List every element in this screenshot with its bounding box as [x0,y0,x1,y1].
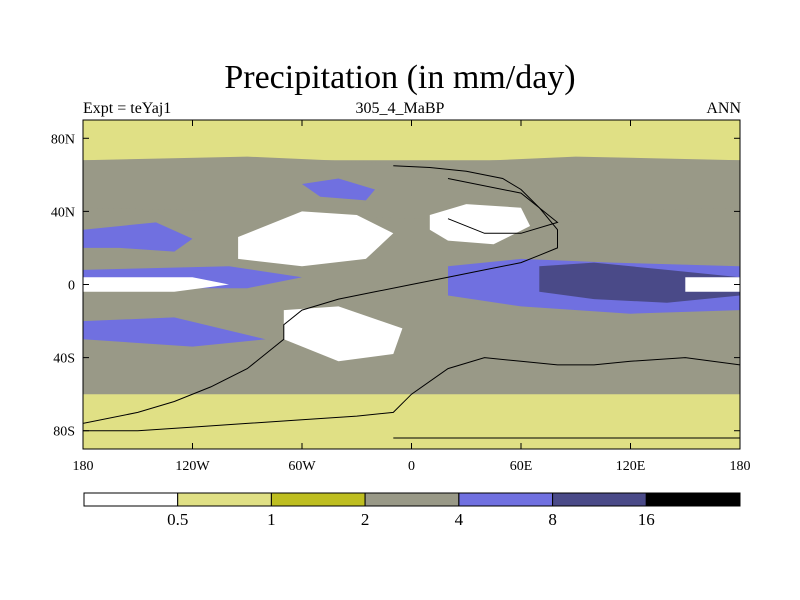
colorbar-swatch [552,492,647,507]
y-tick-label: 0 [68,279,75,294]
center-string: 305_4_MaBP [355,100,445,117]
left-string: Expt = teYaj1 [83,100,172,117]
field-warm-pool [539,262,740,303]
colorbar-swatch [458,492,554,507]
colorbar-label: 4 [455,510,464,529]
colorbar-swatch [270,492,366,507]
y-tick-label: 40S [53,352,75,367]
field-arid-south-pangea [283,306,403,362]
colorbar-label: 8 [548,510,557,529]
colorbar-swatch [364,492,460,507]
field-southern-storm-track [83,317,266,347]
colorbar-swatch [83,492,179,507]
colorbar-label: 1 [267,510,276,529]
x-tick-label: 0 [408,459,415,474]
precipitation-fields [83,120,740,449]
outline-north-east-landmass [447,178,559,234]
axes: 180 120W 60W 0 60E 120E 180 80N 40N 0 40S 80S [51,120,751,474]
field-arid-north-east [429,204,531,245]
outline-pangea-outline [83,165,740,439]
y-tick-label: 80N [51,132,75,147]
field-arid-north-pangea [238,211,394,267]
field-dry-equatorial-east [685,277,740,292]
x-tick-label: 120E [616,459,646,474]
colorbar-swatch [177,492,272,507]
right-string: ANN [706,100,741,117]
colorbar-label: 0.5 [167,510,188,529]
field-polar-band-south [83,394,740,449]
chart-title: Precipitation (in mm/day) [224,59,576,96]
field-polar-band-north [83,120,740,161]
field-storm-track-north-atlantic [302,178,375,201]
x-tick-label: 120W [175,459,210,474]
colorbar-label: 2 [361,510,370,529]
x-tick-label: 180 [73,459,94,474]
field-storm-track-north-pacific [83,222,193,252]
y-tick-label: 40N [51,205,75,220]
x-tick-label: 60W [288,459,316,474]
colorbar-swatch [645,492,741,507]
x-tick-label: 60E [510,459,533,474]
continent-outlines [83,165,740,439]
colorbar-label: 16 [638,510,655,529]
y-tick-label: 80S [53,425,75,440]
field-dry-equatorial-west [83,277,229,292]
colorbar: 0.5 1 2 4 8 16 [83,492,741,529]
field-mid-lat-north [83,156,740,219]
x-tick-label: 180 [730,459,751,474]
